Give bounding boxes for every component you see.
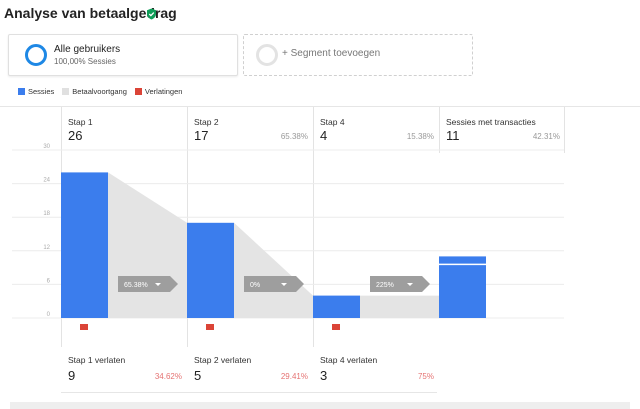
legend-label: Verlatingen (144, 87, 183, 96)
drop-4-count: 3 (320, 368, 328, 383)
conversion-badge-label: 0% (250, 282, 260, 289)
session-bar (187, 222, 234, 318)
progress-flow (108, 172, 187, 318)
empty-segment-ring-icon (256, 44, 278, 66)
conversion-badge-label: 225% (376, 282, 394, 289)
abandon-arrow-icon (206, 324, 214, 330)
conversion-badge (370, 276, 430, 292)
column-divider (313, 107, 314, 347)
transactions-count: 11 (446, 128, 460, 143)
abandon-arrow-icon (80, 324, 88, 330)
progress-flow (360, 295, 439, 318)
session-bar (61, 172, 108, 318)
y-tick-label: 24 (43, 178, 50, 184)
badge-dropdown-icon (281, 283, 287, 286)
y-tick-label: 12 (43, 245, 50, 251)
step-2-count: 17 (194, 128, 209, 143)
y-tick-label: 0 (47, 312, 51, 318)
y-tick-label: 6 (47, 278, 51, 284)
step-1-count: 26 (68, 128, 83, 143)
conversion-badge-label: 65.38% (124, 282, 148, 289)
step-4-pct: 15.38% (406, 132, 434, 141)
badge-dropdown-icon (155, 283, 161, 286)
legend-swatch (134, 88, 142, 95)
column-divider (439, 107, 440, 153)
legend-label: Betaalvoortgang (72, 87, 127, 96)
legend-item-sessions: Sessies (18, 87, 54, 96)
step-4-label[interactable]: Stap 4 (320, 117, 345, 127)
y-tick-label: 18 (43, 211, 50, 217)
chart-legend: Sessies Betaalvoortgang Verlatingen (18, 87, 182, 96)
drop-1-pct: 34.62% (154, 372, 182, 381)
drop-4-label[interactable]: Stap 4 verlaten (320, 355, 378, 365)
badge-dropdown-icon (407, 283, 413, 286)
panel-divider (0, 106, 640, 107)
footer-bar (10, 402, 630, 409)
transactions-pct: 42.31% (532, 132, 560, 141)
y-tick-label: 30 (43, 144, 50, 150)
drop-1-count: 9 (68, 368, 76, 383)
drop-2-pct: 29.41% (280, 372, 308, 381)
step-2-pct: 65.38% (280, 132, 308, 141)
segment-sessions: 100,00% Sessies (54, 57, 116, 66)
drop-2-label[interactable]: Stap 2 verlaten (194, 355, 252, 365)
drop-divider (61, 392, 437, 393)
conversion-badge (244, 276, 304, 292)
legend-swatch (18, 88, 25, 95)
session-bar (439, 256, 486, 318)
step-1-label[interactable]: Stap 1 (68, 117, 93, 127)
add-segment-label: + Segment toevoegen (282, 48, 381, 59)
column-divider (564, 107, 565, 153)
session-bar (313, 295, 360, 318)
segment-name: Alle gebruikers (54, 44, 121, 55)
legend-item-abandon: Verlatingen (134, 87, 183, 96)
drop-1-label[interactable]: Stap 1 verlaten (68, 355, 126, 365)
drop-2-count: 5 (194, 368, 202, 383)
verified-shield-icon (147, 8, 156, 20)
segment-all-users[interactable]: Alle gebruikers 100,00% Sessies (8, 34, 238, 76)
conversion-badge (118, 276, 178, 292)
legend-swatch (62, 88, 70, 95)
drop-4-pct: 75% (417, 372, 434, 381)
step-2-label[interactable]: Stap 2 (194, 117, 219, 127)
add-segment-button[interactable]: + Segment toevoegen (243, 34, 473, 76)
transactions-label[interactable]: Sessies met transacties (446, 117, 536, 127)
legend-label: Sessies (28, 87, 55, 96)
segment-ring-icon (25, 44, 47, 66)
progress-flow (234, 222, 313, 318)
step-4-count: 4 (320, 128, 328, 143)
page-title: Analyse van betaalgedrag (4, 5, 177, 21)
legend-item-progress: Betaalvoortgang (62, 87, 127, 96)
funnel-chart: 30 24 18 12 6 0 65.38% 0% 225% (12, 144, 564, 330)
abandon-arrow-icon (332, 324, 340, 330)
